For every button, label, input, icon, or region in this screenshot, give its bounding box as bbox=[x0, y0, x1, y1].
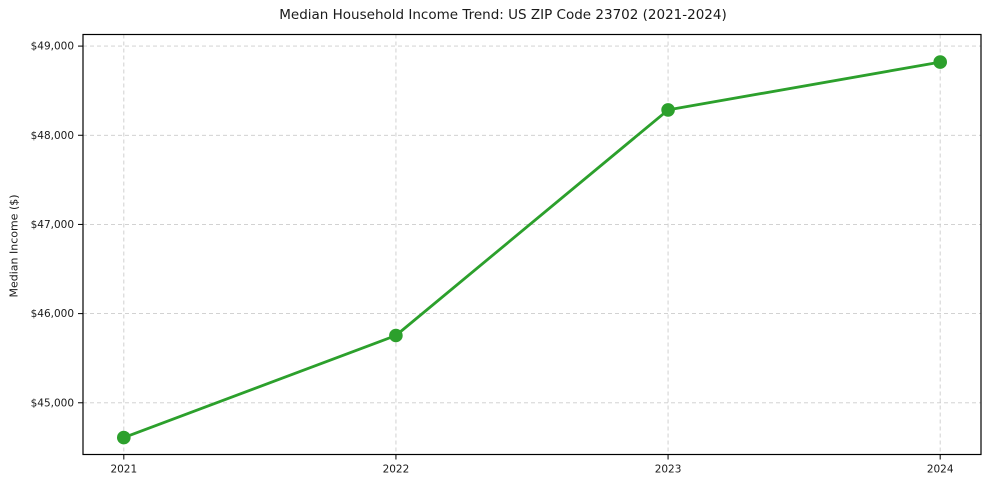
y-tick-label: $47,000 bbox=[31, 219, 74, 231]
y-tick-label: $45,000 bbox=[31, 397, 74, 409]
data-point-marker bbox=[117, 430, 131, 445]
data-point-marker bbox=[933, 55, 947, 69]
y-tick-label: $49,000 bbox=[31, 41, 74, 53]
x-tick-label: 2023 bbox=[655, 464, 682, 476]
plot-border bbox=[82, 33, 982, 456]
chart-title: Median Household Income Trend: US ZIP Co… bbox=[279, 7, 727, 23]
x-tick-label: 2022 bbox=[383, 464, 410, 476]
y-tick-label: $48,000 bbox=[31, 130, 74, 142]
x-tick-label: 2024 bbox=[927, 464, 954, 476]
data-point-marker bbox=[661, 103, 675, 117]
trend-line bbox=[122, 60, 942, 439]
data-point-marker bbox=[389, 328, 403, 343]
x-tick-label: 2021 bbox=[110, 464, 137, 476]
y-tick-label: $46,000 bbox=[31, 308, 74, 320]
